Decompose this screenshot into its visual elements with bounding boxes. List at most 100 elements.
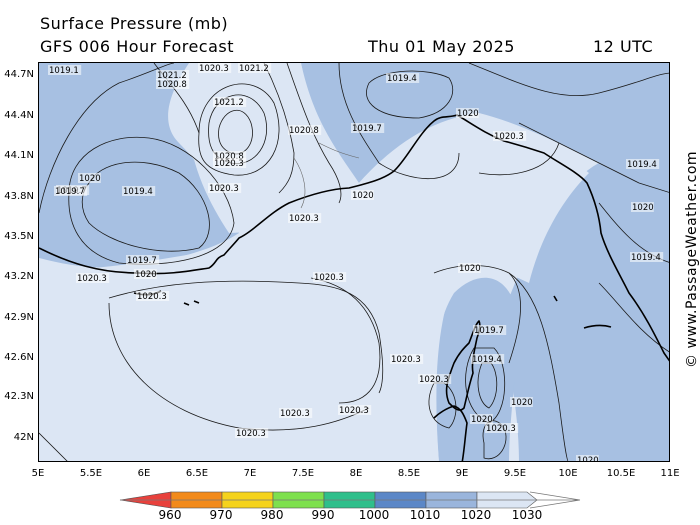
isobar-label-bg xyxy=(576,455,599,461)
coastline-france-italy xyxy=(39,114,669,362)
isobar-label-bg xyxy=(386,73,420,83)
isobar-label-bg xyxy=(48,65,82,75)
y-tick-label: 44.1N xyxy=(4,150,34,161)
coastline-islets xyxy=(183,300,200,306)
isobar-label-bg xyxy=(208,183,242,193)
y-tick-label: 42.3N xyxy=(4,391,34,402)
isobar-label: 1020.8 xyxy=(214,152,244,162)
isobar-label-bg xyxy=(213,151,247,161)
isobar-label-bg xyxy=(156,79,190,89)
isobar-label: 1020.3 xyxy=(214,159,244,169)
isobar-label: 1020.3 xyxy=(209,184,239,194)
y-tick-label: 42N xyxy=(13,432,34,443)
isobar-label-bg xyxy=(126,255,160,265)
x-tick-label: 9.5E xyxy=(503,468,527,479)
isobar-label-bg xyxy=(338,405,372,415)
isobar-label: 1020 xyxy=(471,415,493,425)
colorbar-label: 990 xyxy=(311,508,335,522)
isobar-label: 1019.4 xyxy=(387,74,417,84)
isobar-line xyxy=(366,70,454,119)
colorbar-label: 1000 xyxy=(358,508,390,522)
isobar-label: 1019.4 xyxy=(631,253,661,263)
isobar-label: 1020.3 xyxy=(494,132,524,142)
low-region-northwest xyxy=(39,63,239,268)
island-capraia xyxy=(553,295,558,302)
isobar-label-bg xyxy=(54,186,88,196)
isobar-label: 1020 xyxy=(79,174,101,184)
isobar-label: 1020.3 xyxy=(77,274,107,284)
isobar-label-bg xyxy=(213,158,247,168)
isobar-line xyxy=(478,142,560,176)
isobar-label: 1019.1 xyxy=(49,66,79,76)
isobar-label-bg xyxy=(626,159,660,169)
isobar-label: 1020 xyxy=(352,191,374,201)
isobar-label: 1019.7 xyxy=(352,124,382,134)
x-tick-label: 7E xyxy=(243,468,257,479)
colorbar-label: 970 xyxy=(209,508,233,522)
isobar-label-bg xyxy=(136,291,170,301)
y-tick-label: 43.8N xyxy=(4,191,34,202)
chart-title: Surface Pressure (mb) xyxy=(40,14,229,33)
isobar-label-bg xyxy=(456,108,479,118)
y-tick-label: 44.4N xyxy=(4,110,34,121)
isobar-label-bg xyxy=(279,408,313,418)
isobar-label-bg xyxy=(76,273,110,283)
high-region-po xyxy=(359,121,589,283)
x-tick-label: 10E xyxy=(558,468,578,479)
x-tick-label: 11E xyxy=(660,468,680,479)
isobar-line xyxy=(310,277,381,404)
isobar-label: 1020.8 xyxy=(289,126,319,136)
isobar-label-bg xyxy=(78,173,101,183)
isobar-line xyxy=(81,161,210,252)
x-tick-label: 7.5E xyxy=(291,468,315,479)
isobar-label: 1020 xyxy=(135,270,157,280)
border-fr-it xyxy=(293,157,306,209)
isobar-label-bg xyxy=(470,414,493,424)
isobar-label-bg xyxy=(198,63,232,73)
isobar-label: 1020 xyxy=(511,398,533,408)
isobar-line xyxy=(39,432,68,461)
isobar-label: 1020.3 xyxy=(339,406,369,416)
coastline-elba xyxy=(583,324,612,329)
isobar-line xyxy=(108,302,370,431)
isobar-label: 1020.3 xyxy=(280,409,310,419)
colorbar-label: 980 xyxy=(260,508,284,522)
isobar-label: 1020.8 xyxy=(157,80,187,90)
isobar-label-bg xyxy=(351,190,374,200)
isobar-label-bg xyxy=(156,70,190,80)
isobar-label: 1020 xyxy=(459,264,481,274)
isobar-label: 1020.3 xyxy=(314,273,344,283)
isobar-label-bg xyxy=(313,272,347,282)
isobar-line xyxy=(68,136,235,265)
isobar-label: 1019.7 xyxy=(127,256,157,266)
x-tick-label: 8.5E xyxy=(397,468,421,479)
isobar-label-bg xyxy=(631,202,654,212)
x-tick-label: 5E xyxy=(31,468,45,479)
coastline xyxy=(39,114,669,461)
isobar-label-bg xyxy=(473,325,507,335)
isobar-label-bg xyxy=(493,131,527,141)
x-tick-label: 8E xyxy=(349,468,363,479)
isobar-label-bg xyxy=(390,354,424,364)
isobar-line xyxy=(286,63,342,204)
isobar-label-bg xyxy=(351,123,385,133)
isobar-label: 1021.2 xyxy=(157,71,187,81)
isobar-line xyxy=(108,280,384,394)
coastline-sardinia xyxy=(433,405,468,461)
isobar-label: 1019.4 xyxy=(627,160,657,170)
x-tick-label: 5.5E xyxy=(79,468,103,479)
isobar-label-bg xyxy=(471,354,505,364)
isobar-line xyxy=(428,382,457,429)
x-tick-label: 10.5E xyxy=(606,468,636,479)
isobar-label: 1020.3 xyxy=(486,424,516,434)
isobar-line xyxy=(218,110,253,155)
isobar-label-bg xyxy=(485,423,519,433)
isobar-label-bg xyxy=(458,263,481,273)
isobar-lines xyxy=(39,63,669,461)
isobar-line xyxy=(508,272,569,461)
borders xyxy=(293,142,360,209)
isobar-label: 1020.3 xyxy=(199,64,229,74)
isobar-line xyxy=(153,63,200,134)
x-tick-label: 6E xyxy=(137,468,151,479)
